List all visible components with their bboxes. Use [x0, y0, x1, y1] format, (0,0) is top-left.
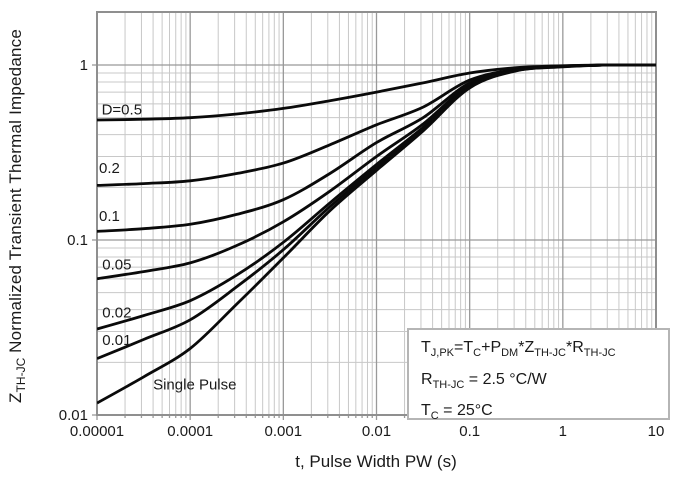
curve-label-d-0-5: D=0.5 — [102, 102, 142, 119]
x-tick-label: 10 — [648, 423, 665, 440]
conditions-annotation-box: TJ,PK=TC+PDM*ZTH-JC*RTH-JC RTH-JC = 2.5 … — [407, 328, 670, 422]
x-tick-labels: 0.00001 0.0001 0.001 0.01 0.1 1 10 — [70, 423, 664, 440]
annotation-formula-line: TJ,PK=TC+PDM*ZTH-JC*RTH-JC — [421, 339, 616, 359]
curves — [97, 63, 656, 405]
y-tick-label: 0.1 — [67, 232, 88, 249]
x-tick-label: 0.001 — [265, 423, 303, 440]
curve-labels: D=0.5 0.2 0.1 0.05 0.02 0.01 Single Pulse — [99, 102, 236, 394]
y-tick-label: 1 — [80, 57, 88, 74]
x-tick-label: 0.01 — [362, 423, 391, 440]
y-tick-label: 0.01 — [59, 407, 88, 424]
x-tick-label: 0.1 — [459, 423, 480, 440]
annotation-tc-line: TC = 25°C — [421, 402, 493, 422]
x-axis-title: t, Pulse Width PW (s) — [295, 452, 457, 471]
y-tick-labels: 1 0.1 0.01 — [59, 57, 88, 424]
curve-label-d-0-2: 0.2 — [99, 160, 120, 177]
annotation-rth-line: RTH-JC = 2.5 °C/W — [421, 370, 547, 391]
x-tick-label: 0.0001 — [167, 423, 213, 440]
x-tick-label: 1 — [559, 423, 567, 440]
curve-label-d-0-05: 0.05 — [102, 256, 131, 273]
curve-label-d-0-02: 0.02 — [102, 305, 131, 322]
plot-frame — [96, 11, 657, 416]
curve-single-pulse — [97, 63, 656, 405]
x-tick-label: 0.00001 — [70, 423, 124, 440]
curve-label-d-0-01: 0.01 — [102, 332, 131, 349]
curve-label-single-pulse: Single Pulse — [153, 376, 236, 393]
y-axis-title: ZTH-JC Normalized Transient Thermal Impe… — [6, 29, 28, 404]
curve-label-d-0-1: 0.1 — [99, 208, 120, 225]
